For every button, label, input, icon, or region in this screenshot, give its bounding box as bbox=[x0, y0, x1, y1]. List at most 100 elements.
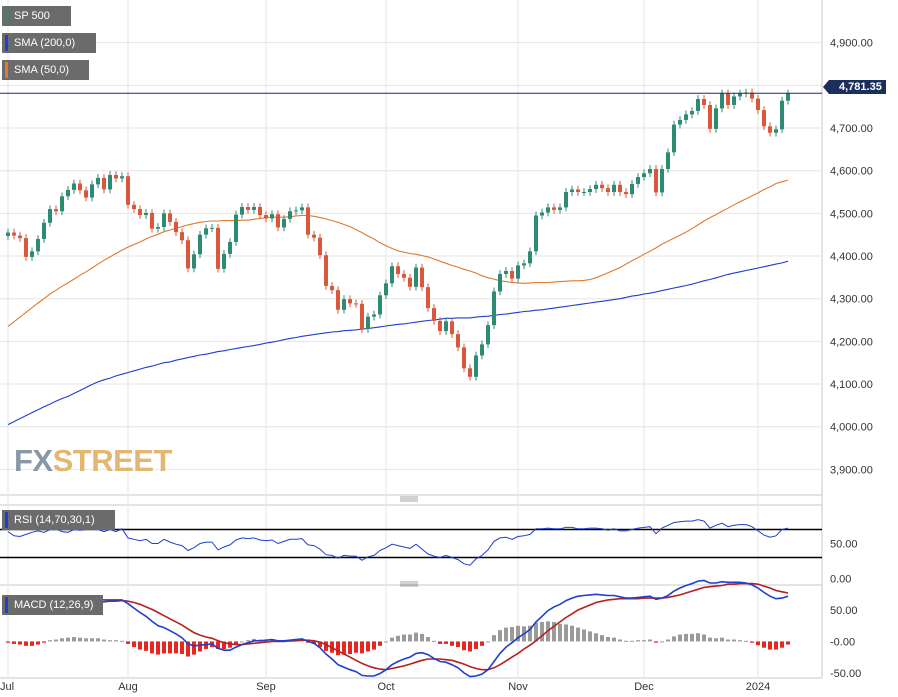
macd-histogram-bar bbox=[672, 636, 676, 642]
macd-histogram-bar bbox=[198, 641, 202, 652]
y-tick-label: 4,500.00 bbox=[830, 208, 873, 220]
macd-histogram-bar bbox=[180, 641, 184, 654]
candle-body bbox=[732, 96, 736, 105]
macd-histogram-bar bbox=[648, 639, 652, 642]
macd-histogram-bar bbox=[480, 641, 484, 646]
candle-body bbox=[18, 235, 22, 239]
macd-histogram-bar bbox=[108, 640, 112, 642]
macd-histogram-bar bbox=[414, 632, 418, 642]
sma200-line bbox=[7, 260, 789, 426]
macd-histogram-bar bbox=[372, 641, 376, 650]
candle-body bbox=[282, 218, 286, 228]
candle-body bbox=[174, 221, 178, 233]
series-color-swatch bbox=[5, 35, 8, 51]
candle-body bbox=[414, 267, 418, 287]
macd-histogram-bar bbox=[366, 641, 370, 652]
macd-histogram-bar bbox=[186, 641, 190, 657]
macd-histogram-bar bbox=[654, 641, 658, 643]
macd-histogram-bar bbox=[474, 641, 478, 649]
series-color-swatch bbox=[5, 597, 8, 613]
macd-histogram-bar bbox=[66, 637, 70, 642]
macd-histogram-bar bbox=[390, 637, 394, 642]
candle-body bbox=[168, 213, 172, 222]
candle-body bbox=[564, 192, 568, 208]
candle-body bbox=[612, 184, 616, 193]
macd-histogram-bar bbox=[570, 625, 574, 642]
macd-histogram-bar bbox=[126, 641, 130, 644]
candle-body bbox=[606, 188, 610, 193]
macd-histogram-bar bbox=[444, 641, 448, 644]
macd-histogram-bar bbox=[432, 640, 436, 642]
fxstreet-logo: FXSTREET bbox=[14, 443, 172, 478]
macd-histogram-bar bbox=[456, 641, 460, 648]
macd-histogram-bar bbox=[774, 641, 778, 650]
macd-panel bbox=[6, 579, 790, 678]
legend-sma50[interactable]: SMA (50,0) bbox=[2, 60, 89, 80]
macd-histogram-bar bbox=[12, 641, 16, 644]
macd-histogram-bar bbox=[138, 641, 142, 650]
macd-histogram-bar bbox=[720, 637, 724, 642]
candle-body bbox=[72, 183, 76, 190]
candle-body bbox=[252, 206, 256, 210]
macd-histogram-bar bbox=[750, 641, 754, 643]
rsi-panel bbox=[0, 519, 822, 566]
candle-body bbox=[474, 355, 478, 377]
candle-body bbox=[102, 177, 106, 190]
macd-histogram-bar bbox=[540, 621, 544, 642]
macd-histogram-bar bbox=[96, 638, 100, 642]
macd-histogram-bar bbox=[318, 641, 322, 648]
candle-body bbox=[504, 270, 508, 274]
legend-sma200[interactable]: SMA (200,0) bbox=[2, 33, 96, 53]
legend-sp500[interactable]: SP 500 bbox=[2, 6, 71, 26]
grid-lines bbox=[0, 0, 823, 679]
candle-body bbox=[522, 263, 526, 266]
y-tick-label: 4,400.00 bbox=[830, 251, 873, 263]
y-tick-label: 4,700.00 bbox=[830, 123, 873, 135]
candle-body bbox=[438, 320, 442, 332]
macd-histogram-bar bbox=[174, 641, 178, 654]
macd-histogram-bar bbox=[690, 633, 694, 642]
candle-body bbox=[378, 295, 382, 315]
candle-body bbox=[594, 184, 598, 190]
candle-body bbox=[768, 126, 772, 133]
candle-body bbox=[570, 189, 574, 193]
candle-body bbox=[558, 207, 562, 210]
macd-histogram-bar bbox=[678, 634, 682, 642]
candle-body bbox=[246, 206, 250, 210]
macd-histogram-bar bbox=[552, 621, 556, 642]
macd-histogram-bar bbox=[102, 639, 106, 642]
macd-histogram-bar bbox=[492, 635, 496, 642]
macd-histogram-bar bbox=[576, 627, 580, 642]
candle-body bbox=[708, 104, 712, 129]
macd-histogram-bar bbox=[666, 639, 670, 642]
candle-body bbox=[108, 174, 112, 190]
macd-tick-label: -0.00 bbox=[830, 636, 855, 648]
macd-line bbox=[7, 579, 789, 678]
candle-body bbox=[306, 207, 310, 235]
candle-body bbox=[510, 270, 514, 279]
candle-body bbox=[228, 241, 232, 254]
candle-body bbox=[294, 210, 298, 212]
candle-body bbox=[342, 299, 346, 310]
candle-body bbox=[426, 287, 430, 309]
candle-body bbox=[630, 183, 634, 195]
candle-body bbox=[60, 196, 64, 212]
candle-body bbox=[582, 192, 586, 194]
macd-histogram-bar bbox=[768, 641, 772, 650]
legend-macd[interactable]: MACD (12,26,9) bbox=[2, 595, 103, 615]
legend-rsi[interactable]: RSI (14,70,30,1) bbox=[2, 510, 115, 530]
macd-histogram-bar bbox=[636, 640, 640, 642]
candle-body bbox=[54, 209, 58, 212]
candle-body bbox=[756, 98, 760, 111]
candle-body bbox=[300, 207, 304, 211]
candle-body bbox=[636, 177, 640, 184]
macd-tick-label: 50.00 bbox=[830, 605, 858, 617]
macd-histogram-bar bbox=[762, 641, 766, 648]
candle-body bbox=[318, 237, 322, 256]
candle-body bbox=[210, 227, 214, 229]
macd-histogram-bar bbox=[144, 641, 148, 651]
candle-body bbox=[576, 189, 580, 193]
candle-body bbox=[156, 227, 160, 229]
candle-body bbox=[78, 183, 82, 191]
macd-histogram-bar bbox=[582, 629, 586, 642]
